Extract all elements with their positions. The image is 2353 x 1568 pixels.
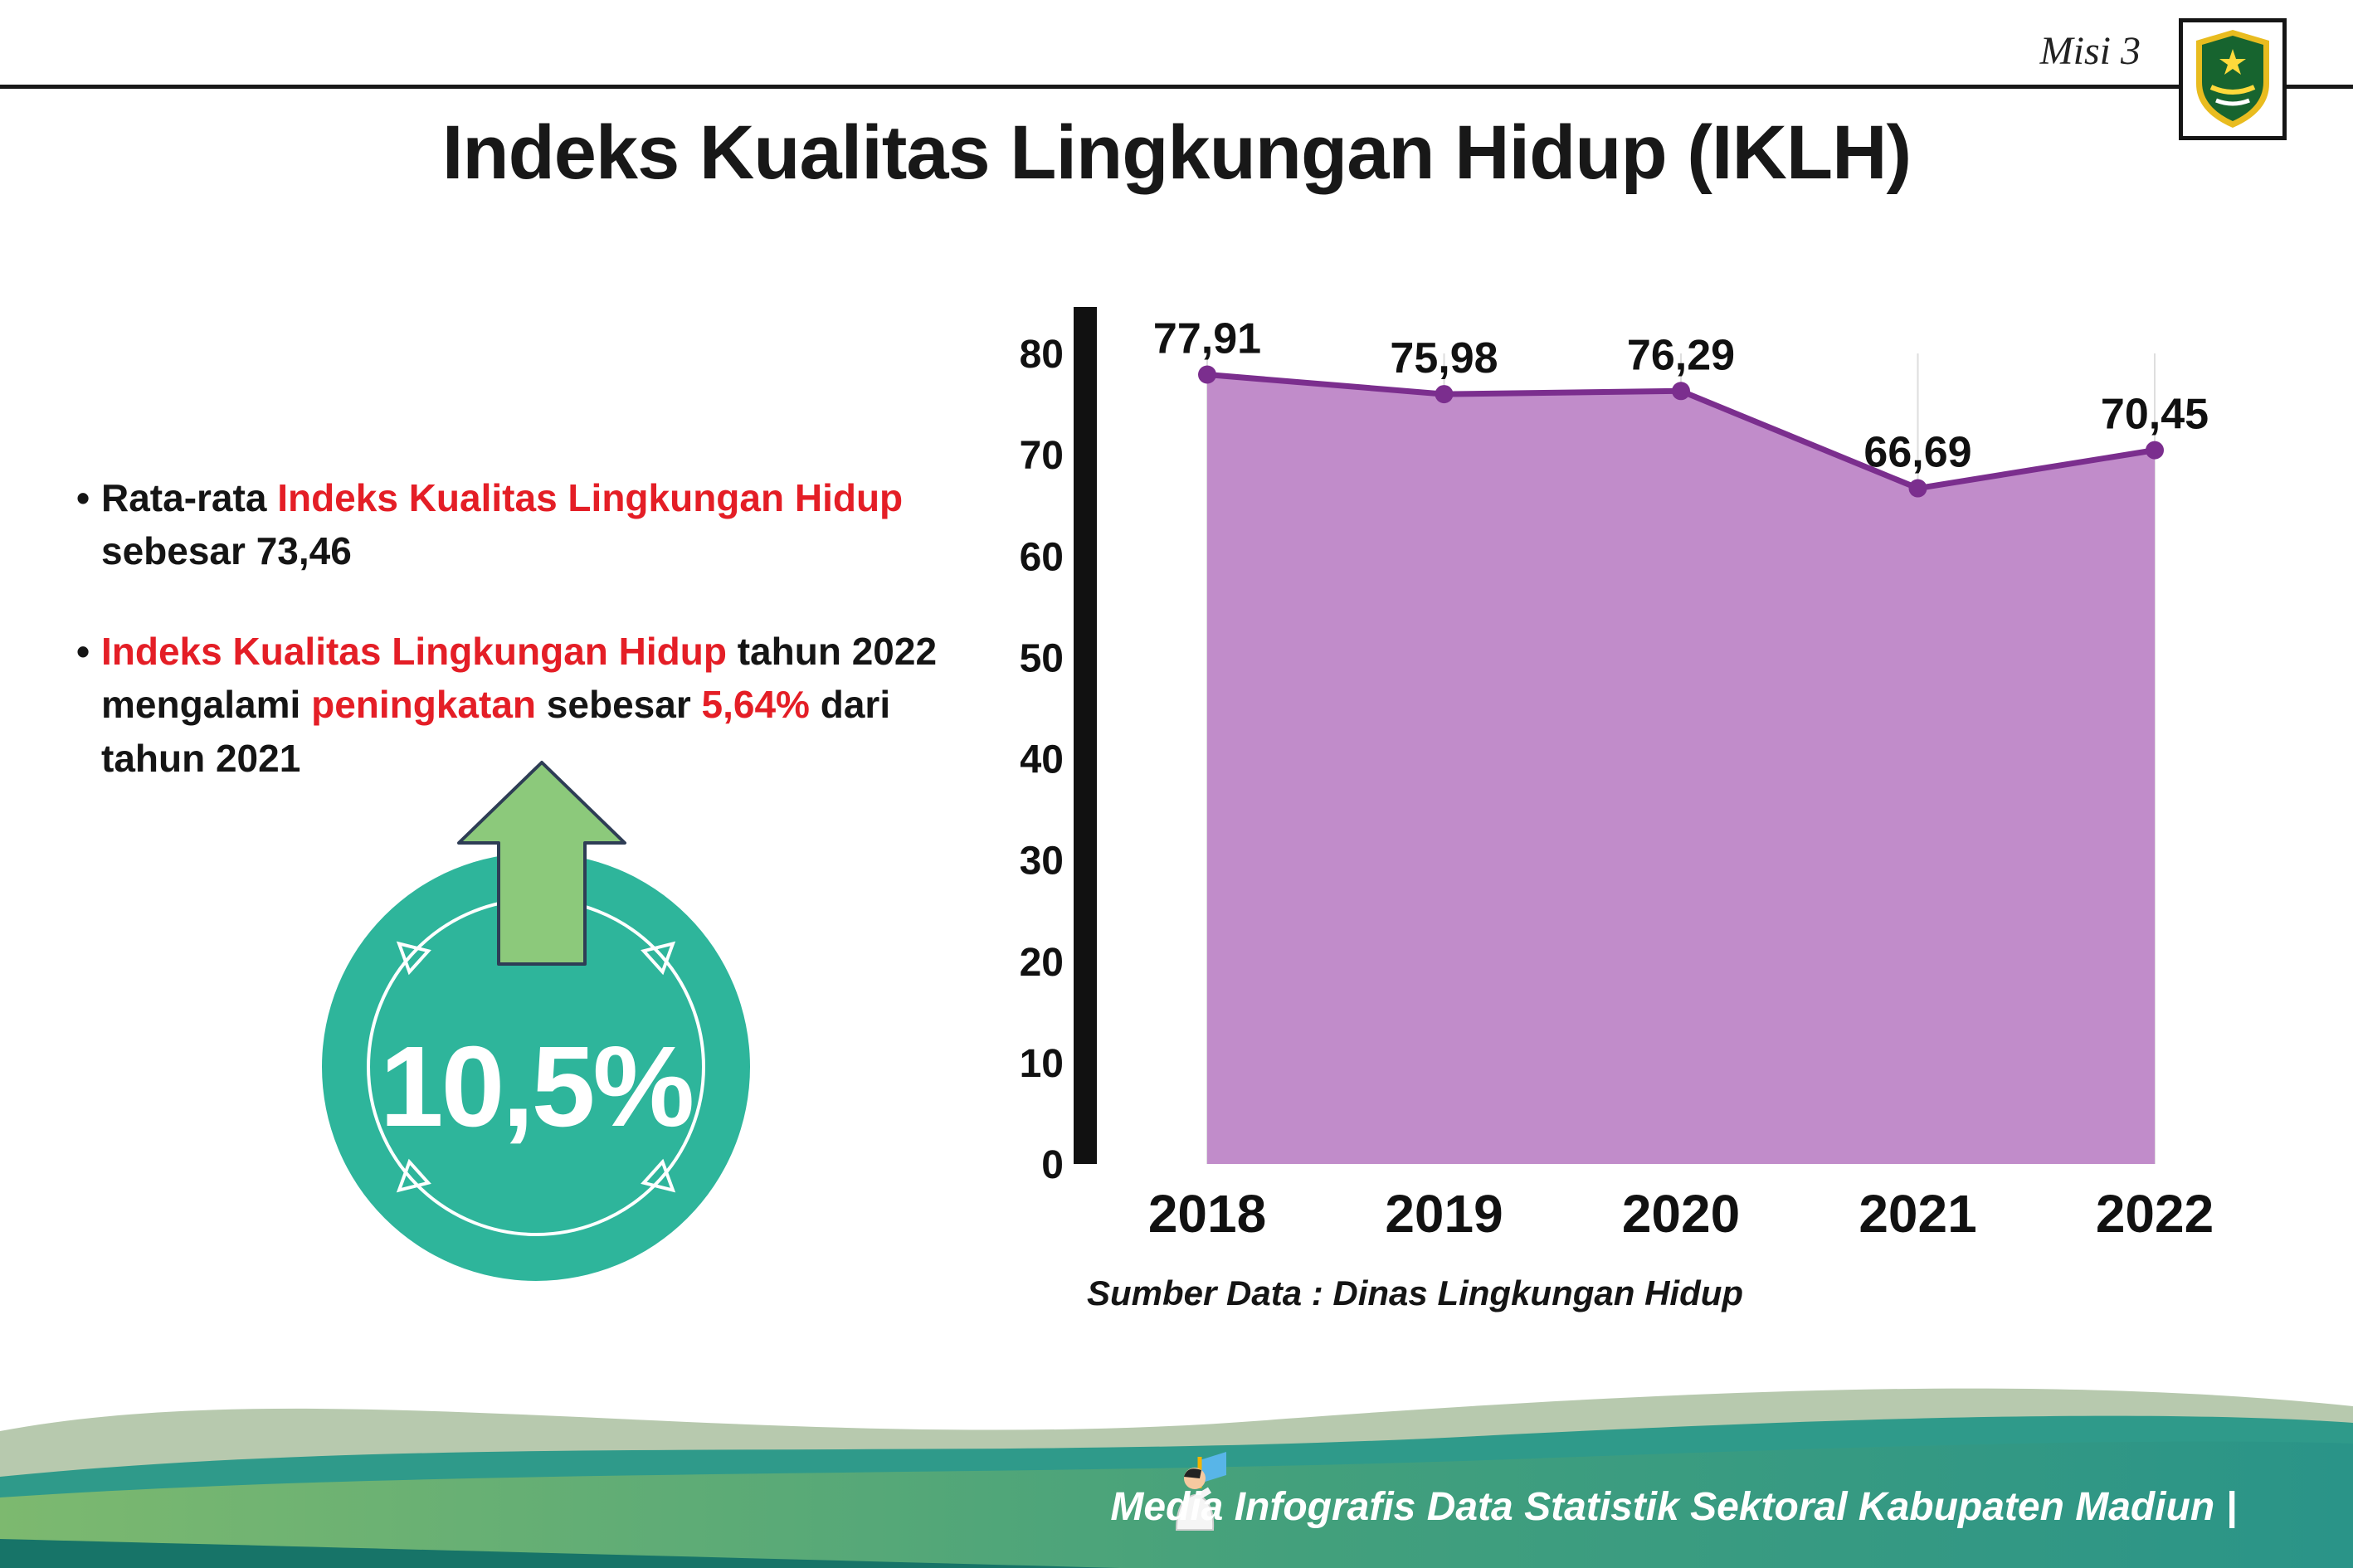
iklh-area-chart: 0 10 20 30 40 50 60 70 80 77,91 75,98 76,29 66,69 70,…	[1020, 290, 2331, 1336]
x-tick-label: 2022	[2096, 1184, 2214, 1244]
footer-credit: Media Infografis Data Statistik Sektoral…	[1110, 1485, 2237, 1529]
kabupaten-madiun-logo	[2196, 30, 2269, 128]
bullet-dot: •	[76, 476, 90, 519]
y-axis-bar	[1074, 307, 1097, 1164]
logo-box	[2179, 18, 2287, 140]
data-point	[2146, 441, 2164, 460]
logo-star	[2219, 49, 2246, 75]
bullet2-text-highlight2: peningkatan	[311, 683, 537, 727]
page-title: Indeks Kualitas Lingkungan Hidup (IKLH)	[441, 110, 1912, 195]
value-label: 70,45	[2101, 391, 2209, 439]
mascot-hair	[1184, 1468, 1201, 1478]
value-label: 75,98	[1390, 334, 1498, 382]
y-tick-label: 80	[1021, 333, 1064, 377]
x-tick-label: 2021	[1859, 1184, 1976, 1244]
increase-percentage: 10,5%	[379, 1022, 694, 1151]
bullet1-text-plain: Rata-rata	[101, 476, 278, 519]
bullet2-text-highlight1: Indeks Kualitas Lingkungan Hidup	[101, 629, 727, 673]
up-arrow-shape	[457, 761, 626, 966]
footer-waves	[0, 1388, 2353, 1568]
mascot-arm	[1191, 1487, 1212, 1503]
data-point	[1908, 479, 1927, 498]
header-divider-line	[0, 85, 2353, 89]
x-tick-label: 2020	[1622, 1184, 1740, 1244]
mascot-icon	[1175, 1452, 1226, 1531]
data-point	[1198, 365, 1216, 384]
value-label: 66,69	[1863, 429, 1971, 477]
x-tick-label: 2019	[1385, 1184, 1503, 1244]
bullet2-text-highlight3: 5,64%	[701, 683, 810, 727]
bullet2-text-plain2: sebesar	[536, 683, 702, 727]
bullet2-text-plain1: tahun 2022 mengalami	[101, 629, 938, 727]
y-tick-label: 50	[1021, 636, 1064, 680]
bullet-increase-2022: • Indeks Kualitas Lingkungan Hidup tahun …	[76, 625, 981, 785]
chart-canvas: 0 10 20 30 40 50 60 70 80 77,91 75,98 76,29 66,69 70,…	[1020, 307, 2214, 1244]
logo-banner	[2215, 98, 2250, 106]
value-label: 77,91	[1153, 315, 1261, 363]
y-tick-label: 10	[1021, 1042, 1064, 1086]
y-tick-label: 0	[1041, 1143, 1064, 1187]
bullet1-text-value: sebesar 73,46	[101, 529, 352, 573]
mascot-body	[1175, 1493, 1215, 1531]
bullet-average-iklh: • Rata-rata Indeks Kualitas Lingkungan Hi…	[76, 471, 981, 578]
area-fill	[1207, 374, 2155, 1164]
summary-bullets: • Rata-rata Indeks Kualitas Lingkungan Hi…	[76, 471, 981, 831]
badge-ring-arrows	[396, 941, 676, 1193]
y-tick-label: 20	[1021, 941, 1064, 985]
y-tick-label: 70	[1021, 434, 1064, 478]
x-tick-label: 2018	[1148, 1184, 1266, 1244]
bullet-dot: •	[76, 629, 90, 673]
data-point	[1672, 382, 1690, 401]
data-source-caption: Sumber Data : Dinas Lingkungan Hidup	[1087, 1273, 1744, 1312]
bullet1-text-highlight: Indeks Kualitas Lingkungan Hidup	[277, 476, 904, 519]
mascot-paper	[1200, 1452, 1226, 1483]
y-tick-label: 40	[1021, 738, 1064, 782]
wave-gradient-band	[0, 1441, 2353, 1568]
y-tick-label: 30	[1021, 840, 1064, 884]
logo-ribbon	[2209, 85, 2256, 95]
y-tick-label: 60	[1021, 535, 1064, 579]
wave-dark-bottom	[0, 1539, 1120, 1568]
value-label: 76,29	[1627, 331, 1735, 379]
misi-label: Misi 3	[2039, 29, 2141, 73]
bullet2-text-plain3: dari tahun 2021	[101, 683, 891, 780]
up-arrow-icon	[457, 761, 626, 966]
data-point	[1435, 385, 1454, 404]
